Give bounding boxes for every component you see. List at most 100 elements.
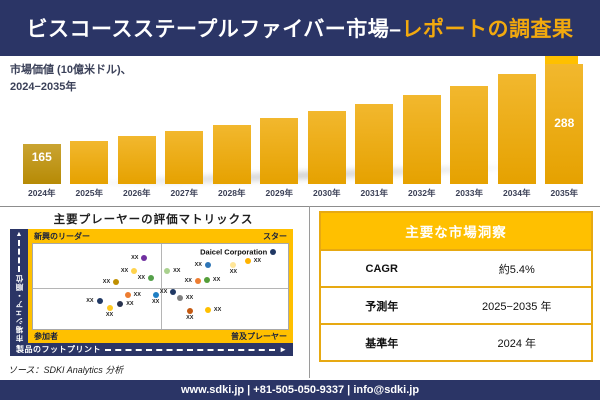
quadrant-divider-horizontal	[33, 288, 288, 290]
scatter-dot: XX	[160, 289, 177, 296]
bar	[355, 104, 394, 184]
bar-chart-title-line2: 2024−2035年	[10, 81, 77, 94]
scatter-dot: XX	[176, 294, 193, 301]
insight-value: 2025−2035 年	[482, 300, 552, 313]
scatter-dot-label: XX	[253, 258, 262, 265]
bar-column: 2031年	[351, 58, 399, 198]
scatter-dot-label: XX	[184, 278, 192, 285]
quadrant-divider-vertical	[160, 244, 162, 329]
quadrant-label-bottom-right: 普及プレーヤー	[231, 332, 287, 341]
x-axis-label: 製品のフットプリント	[16, 345, 101, 354]
insight-row: 予測年 2025−2035 年	[321, 286, 591, 323]
bar-year-label: 2031年	[360, 188, 388, 198]
scatter-dot: XX	[203, 276, 220, 283]
scatter-dot: XX	[131, 255, 148, 262]
bar	[212, 125, 251, 184]
bar	[165, 131, 204, 184]
y-axis-dashed-line	[18, 240, 20, 272]
scatter-dot-label: Daicel Corporation	[200, 247, 268, 257]
scatter-dot: XX	[121, 268, 138, 275]
bar-year-label: 2027年	[170, 188, 198, 198]
scatter-dot: XX	[106, 305, 113, 318]
scatter-dot: XX	[204, 307, 221, 314]
bar-column: 2027年	[161, 58, 209, 198]
footer-bar: www.sdki.jp | +81-505-050-9337 | info@sd…	[0, 380, 600, 400]
scatter-dot: Daicel Corporation	[200, 247, 277, 256]
bar-column: 2025年	[66, 58, 114, 198]
matrix-y-axis: ▲ 市場シェア・順位	[10, 229, 28, 343]
scatter-dot-label: XX	[213, 307, 222, 314]
scatter-dot: XX	[244, 258, 261, 265]
scatter-dot-label: XX	[102, 279, 111, 286]
x-axis-dashed-line	[105, 348, 276, 351]
bar: 288	[545, 64, 584, 184]
divider-vertical	[309, 206, 310, 378]
scatter-dot: XX	[185, 278, 201, 285]
matrix-x-axis: 製品のフットプリント ►	[10, 343, 293, 356]
bar-chart-title-line1: 市場価値 (10億米ドル)、	[10, 64, 132, 76]
matrix-title: 主要プレーヤーの評価マトリックス	[53, 214, 254, 226]
bar	[497, 74, 536, 184]
bar-year-label: 2033年	[455, 188, 483, 198]
y-axis-label: 市場シェア・順位	[14, 274, 24, 342]
bar-column: 2028年	[208, 58, 256, 198]
bar	[450, 86, 489, 184]
scatter-dot: XX	[124, 291, 141, 298]
scatter-dot: XX	[230, 262, 237, 275]
bar-year-label: 2028年	[218, 188, 246, 198]
scatter-dot-label: XX	[126, 301, 134, 307]
scatter-dot-label: XX	[212, 276, 221, 283]
bar-year-label: 2024年	[28, 188, 56, 198]
scatter-dot-label: XX	[186, 315, 194, 322]
page-title-main: ビスコースステープルファイバー市場–	[26, 18, 402, 41]
scatter-dot: XX	[152, 291, 159, 305]
bar-chart-bars: 165 2024年 2025年 2026年 2027年 2028年 2029年 2030年 20…	[18, 58, 588, 198]
bar-year-label: 2035年	[550, 188, 578, 198]
scatter-dot-label: XX	[137, 274, 146, 281]
scatter-dot: XX	[186, 308, 193, 321]
bar	[260, 118, 299, 184]
scatter-dot-label: XX	[133, 291, 141, 298]
insight-value: 約5.4%	[498, 263, 535, 276]
bar	[70, 141, 109, 184]
page-title-accent: レポートの調査果	[401, 18, 574, 41]
bar: 165	[22, 144, 61, 184]
scatter-dot-label: XX	[86, 297, 94, 304]
insight-label: 基準年	[365, 337, 399, 350]
divider-horizontal	[0, 206, 600, 207]
header-banner: ビスコースステープルファイバー市場– レポートの調査果	[0, 0, 600, 56]
scatter-dot: XX	[103, 279, 120, 286]
matrix-gold-frame: 新興のリーダー スター XX XX XX XX XX XX XX XX XX Daicel Cor…	[28, 229, 293, 343]
bar-year-label: 2026年	[123, 188, 151, 198]
bar-year-label: 2025年	[75, 188, 103, 198]
bar-column: 2034年	[493, 58, 541, 198]
footer-text: www.sdki.jp | +81-505-050-9337 | info@sd…	[180, 384, 420, 396]
matrix-body: ▲ 市場シェア・順位 新興のリーダー スター XX XX XX XX XX XX XX XX X…	[10, 229, 293, 343]
quadrant-label-top-right: スター	[263, 231, 287, 241]
scatter-dot: XX	[86, 297, 103, 304]
insight-label: CAGR	[365, 262, 398, 275]
quadrant-label-bottom-left: 参加者	[34, 332, 58, 341]
bar-value-label: 288	[554, 116, 575, 130]
arrow-right-icon: ►	[279, 344, 287, 354]
scatter-dot-label: XX	[194, 262, 202, 269]
bar	[117, 136, 156, 184]
matrix-bottom-band: 参加者 普及プレーヤー	[32, 330, 289, 343]
bar-chart-title: 市場価値 (10億米ドル)、 2024−2035年	[10, 62, 190, 96]
insights-panel: 主要な市場洞察 CAGR 約5.4% 予測年 2025−2035 年基準年 2024 年	[319, 211, 593, 362]
scatter-dot-label: XX	[173, 268, 181, 275]
matrix-top-band: 新興のリーダー スター	[32, 229, 289, 243]
scatter-dot: XX	[138, 274, 155, 281]
scatter-dot-label: XX	[185, 294, 194, 301]
bar	[402, 95, 441, 184]
source-note: ソース：SDKI Analytics 分析	[8, 365, 124, 375]
quadrant-label-top-left: 新興のリーダー	[34, 231, 90, 241]
bar-year-label: 2034年	[503, 188, 531, 198]
scatter-dot: XX	[195, 262, 211, 269]
bar-value-label: 165	[31, 150, 52, 164]
bar	[307, 111, 346, 184]
bar-column: 2033年	[446, 58, 494, 198]
scatter-dot-label: XX	[229, 269, 238, 276]
bar-year-label: 2030年	[313, 188, 341, 198]
